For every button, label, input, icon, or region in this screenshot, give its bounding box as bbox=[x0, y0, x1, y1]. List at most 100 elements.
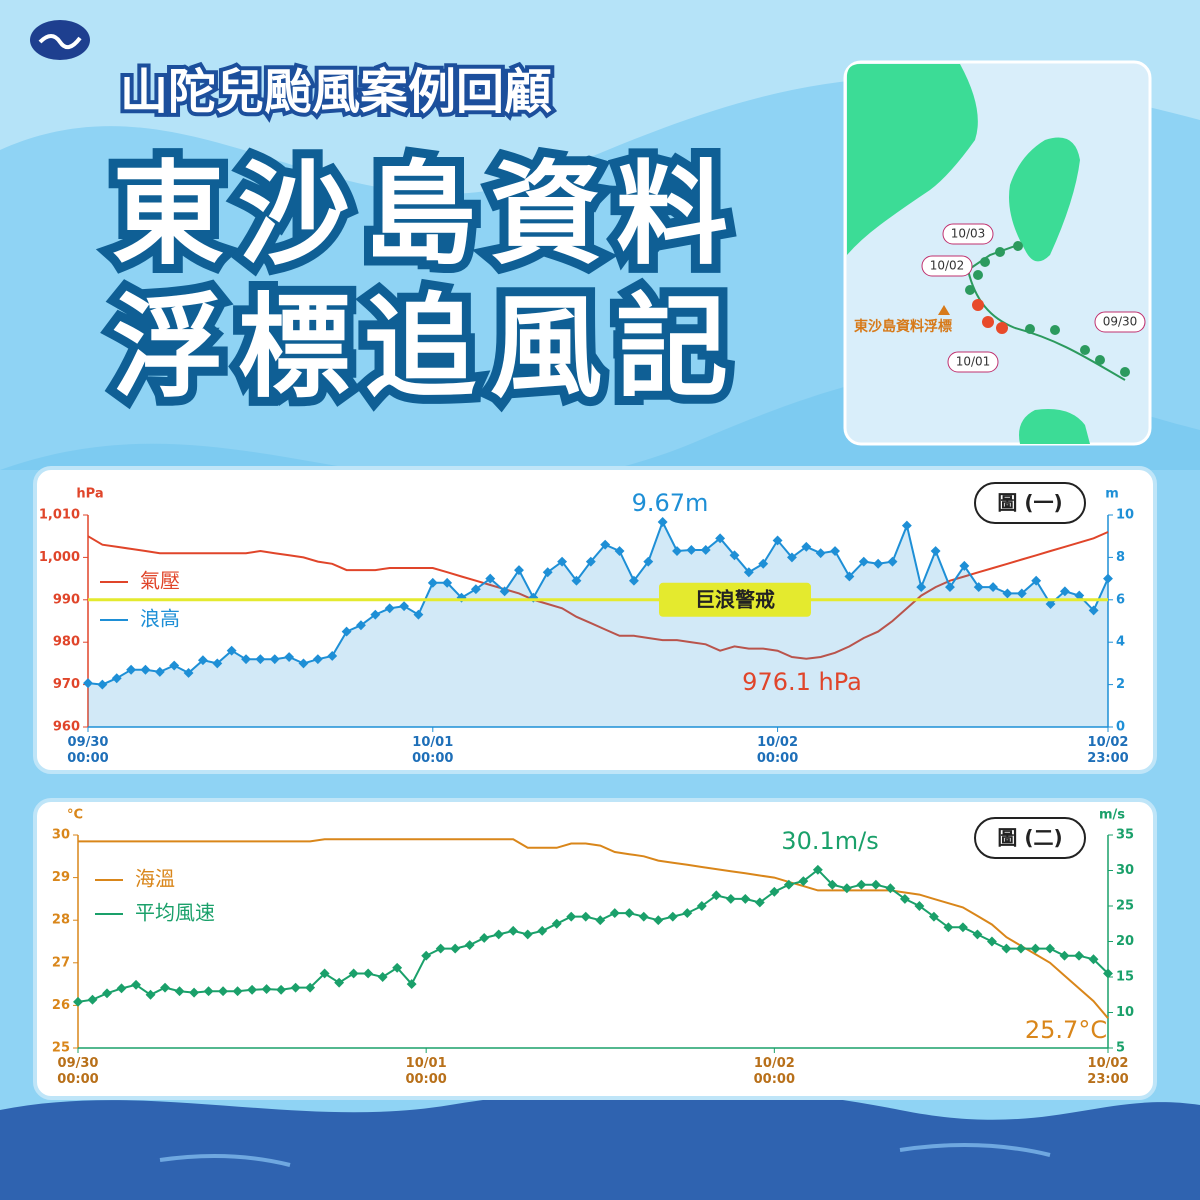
marker bbox=[479, 933, 490, 943]
marker bbox=[427, 577, 438, 588]
marker bbox=[183, 667, 194, 678]
marker bbox=[442, 577, 453, 588]
threshold-box bbox=[659, 582, 811, 617]
marker bbox=[844, 571, 855, 582]
marker bbox=[290, 982, 301, 993]
marker bbox=[715, 533, 726, 544]
y-unit: °C bbox=[67, 808, 83, 823]
marker bbox=[1103, 573, 1113, 584]
marker bbox=[1045, 943, 1055, 954]
marker bbox=[899, 893, 910, 904]
marker bbox=[551, 918, 562, 929]
marker bbox=[348, 968, 359, 979]
marker bbox=[740, 893, 751, 904]
marker bbox=[856, 879, 867, 890]
marker bbox=[131, 979, 141, 990]
marker bbox=[729, 550, 740, 561]
x-tick-label: 10/02 00:00 bbox=[756, 735, 799, 766]
y-tick-label: 970 bbox=[53, 677, 80, 692]
marker bbox=[1059, 586, 1070, 597]
y2-tick-label: 2 bbox=[1116, 677, 1125, 692]
marker bbox=[73, 996, 83, 1007]
marker bbox=[653, 915, 664, 926]
marker bbox=[743, 567, 754, 578]
marker bbox=[83, 678, 93, 689]
marker bbox=[754, 897, 765, 908]
marker bbox=[450, 943, 461, 954]
marker bbox=[87, 994, 98, 1005]
x-tick-label: 10/01 00:00 bbox=[412, 735, 454, 766]
marker bbox=[1059, 950, 1070, 961]
date-label: 10/03 bbox=[951, 227, 986, 241]
annotation: 976.1 hPa bbox=[742, 668, 862, 696]
marker bbox=[725, 893, 736, 904]
marker bbox=[334, 977, 345, 988]
annotation: 9.67m bbox=[632, 489, 709, 517]
marker bbox=[901, 520, 912, 531]
marker bbox=[1002, 588, 1013, 599]
marker bbox=[218, 986, 229, 997]
marker bbox=[1030, 943, 1041, 954]
marker bbox=[212, 658, 223, 669]
y2-unit: m bbox=[1105, 487, 1119, 502]
legend-label: 平均風速 bbox=[135, 901, 215, 925]
legend-label: 海溫 bbox=[135, 867, 175, 891]
marker bbox=[672, 546, 682, 556]
chart-card bbox=[33, 798, 1157, 1100]
marker bbox=[786, 552, 797, 563]
marker bbox=[972, 929, 983, 940]
title-line: 東沙島資料 bbox=[112, 150, 742, 280]
marker bbox=[370, 609, 381, 620]
marker bbox=[1031, 575, 1042, 586]
marker bbox=[986, 936, 997, 947]
marker bbox=[1103, 968, 1113, 979]
x-tick-label: 10/02 00:00 bbox=[753, 1056, 796, 1087]
y-tick-label: 990 bbox=[53, 592, 80, 607]
x-tick-label: 10/02 23:00 bbox=[1087, 1056, 1129, 1087]
marker bbox=[493, 929, 504, 940]
marker bbox=[356, 620, 366, 631]
marker bbox=[827, 879, 838, 890]
y-tick-label: 26 bbox=[52, 998, 70, 1013]
marker bbox=[255, 654, 266, 665]
marker bbox=[312, 654, 323, 665]
subtitle: 山陀兒颱風案例回顧 bbox=[120, 64, 552, 120]
marker bbox=[758, 558, 769, 569]
marker bbox=[1045, 599, 1056, 609]
marker bbox=[269, 654, 280, 665]
marker bbox=[682, 908, 693, 919]
y-tick-label: 1,000 bbox=[39, 550, 80, 565]
marker bbox=[413, 609, 424, 620]
marker bbox=[508, 925, 519, 936]
figure-label-box bbox=[974, 817, 1086, 859]
marker bbox=[858, 556, 869, 567]
y2-tick-label: 15 bbox=[1116, 970, 1134, 985]
marker bbox=[711, 890, 722, 901]
buoy-label: 東沙島資料浮標 bbox=[854, 318, 952, 335]
marker bbox=[959, 560, 970, 571]
marker bbox=[111, 673, 122, 684]
y-tick-label: 980 bbox=[53, 635, 80, 650]
date-label: 09/30 bbox=[1103, 315, 1138, 329]
marker bbox=[1088, 954, 1099, 965]
marker bbox=[363, 968, 374, 979]
marker bbox=[485, 573, 496, 584]
marker bbox=[522, 929, 533, 940]
marker bbox=[885, 883, 896, 894]
y-tick-label: 27 bbox=[52, 955, 70, 970]
marker bbox=[241, 654, 251, 665]
y-tick-label: 960 bbox=[53, 720, 80, 735]
marker bbox=[384, 603, 395, 614]
threshold-label: 巨浪警戒 bbox=[695, 587, 775, 611]
marker bbox=[973, 582, 984, 593]
y-unit: hPa bbox=[76, 487, 103, 502]
marker bbox=[628, 575, 639, 586]
figure-label: 圖 (二) bbox=[997, 826, 1062, 850]
y2-tick-label: 10 bbox=[1116, 508, 1134, 523]
marker bbox=[1088, 605, 1099, 616]
x-tick-label: 09/30 00:00 bbox=[57, 1056, 99, 1087]
y-tick-label: 28 bbox=[52, 913, 70, 928]
line bbox=[87, 531, 1109, 660]
